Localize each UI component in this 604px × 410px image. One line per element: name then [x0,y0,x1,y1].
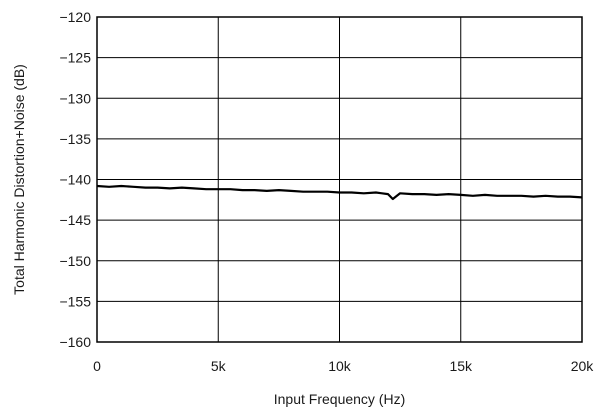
x-tick-label: 10k [328,358,352,374]
y-tick-label: −125 [59,50,91,66]
y-tick-label: −155 [59,293,91,309]
x-tick-label: 0 [93,358,101,374]
grid-lines [97,17,582,342]
y-tick-label: −145 [59,212,91,228]
x-tick-label: 5k [211,358,227,374]
y-tick-label: −150 [59,253,91,269]
plot-frame [96,16,583,343]
y-tick-label: −130 [59,90,91,106]
x-axis-ticks: 0 5k 10k 15k 20k [93,358,594,374]
y-tick-label: −140 [59,172,91,188]
x-tick-label: 20k [571,358,595,374]
y-tick-label: −160 [59,334,91,350]
thd-noise-series-line [96,184,583,201]
y-axis-title: Total Harmonic Distortion+Noise (dB) [11,64,27,295]
y-tick-label: −135 [59,131,91,147]
x-axis-title: Input Frequency (Hz) [274,391,406,407]
y-axis-ticks: −120 −125 −130 −135 −140 −145 −150 −155 −160 [59,9,91,350]
x-tick-label: 15k [449,358,473,374]
y-tick-label: −120 [59,9,91,25]
series-group [96,184,583,201]
